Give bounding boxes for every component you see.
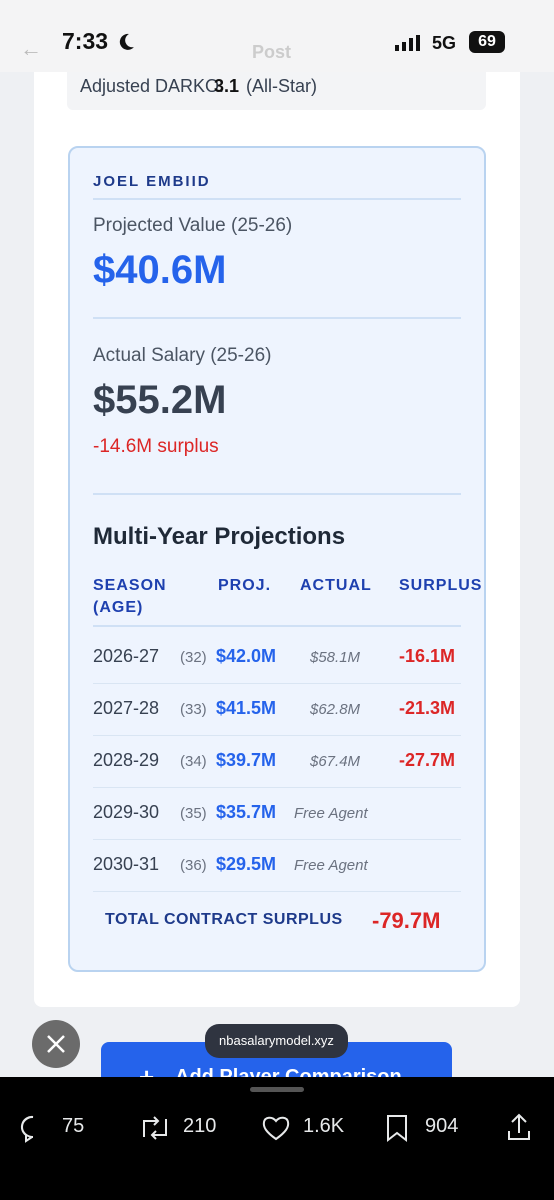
player-name: JOEL EMBIID bbox=[93, 173, 211, 190]
column-header: SURPLUS bbox=[399, 577, 483, 594]
projected-value: $40.6M bbox=[93, 248, 227, 292]
bookmark-icon[interactable] bbox=[384, 1113, 412, 1143]
column-header: ACTUAL bbox=[300, 577, 372, 594]
darko-value: 3.1 bbox=[214, 76, 240, 96]
column-header: PROJ. bbox=[218, 577, 272, 594]
age: (34) bbox=[180, 753, 207, 770]
actual: $58.1M bbox=[310, 649, 361, 666]
row-divider bbox=[93, 787, 461, 788]
close-button[interactable] bbox=[32, 1020, 80, 1068]
grabber bbox=[250, 1087, 304, 1092]
url-tooltip: nbasalarymodel.xyz bbox=[205, 1024, 348, 1058]
projected: $35.7M bbox=[216, 802, 277, 822]
divider bbox=[93, 317, 461, 319]
back-arrow[interactable]: ← bbox=[20, 36, 42, 61]
darko-box: Adjusted DARKO: 3.1 (All-Star) bbox=[67, 66, 486, 110]
reply-count: 75 bbox=[62, 1115, 85, 1137]
darko-note: (All-Star) bbox=[246, 76, 317, 96]
reply-icon[interactable] bbox=[18, 1113, 48, 1143]
surplus: -21.3M bbox=[399, 698, 456, 718]
actual: Free Agent bbox=[294, 857, 368, 874]
surplus: -16.1M bbox=[399, 646, 456, 666]
season: 2029-30 bbox=[93, 802, 160, 822]
season: 2028-29 bbox=[93, 750, 160, 770]
row-divider bbox=[93, 735, 461, 736]
row-divider bbox=[93, 891, 461, 892]
actual: $67.4M bbox=[310, 753, 361, 770]
actual-label: Actual Salary (25-26) bbox=[93, 345, 272, 366]
season: 2027-28 bbox=[93, 698, 160, 718]
projected: $29.5M bbox=[216, 854, 277, 874]
moon-icon bbox=[119, 33, 134, 50]
close-icon bbox=[47, 1035, 65, 1053]
total-value: -79.7M bbox=[372, 908, 441, 933]
projections-title: Multi-Year Projections bbox=[93, 523, 346, 550]
divider bbox=[93, 625, 461, 627]
signal-icon bbox=[395, 35, 420, 51]
surplus: -27.7M bbox=[399, 750, 456, 770]
age: (33) bbox=[180, 701, 207, 718]
action-bar: 75 210 1.6K 904 bbox=[0, 1077, 554, 1200]
season: 2026-27 bbox=[93, 646, 160, 666]
top-bar: 7:33 5G 69 ← Post bbox=[0, 0, 554, 72]
season: 2030-31 bbox=[93, 854, 160, 874]
bookmark-count: 904 bbox=[425, 1115, 459, 1137]
surplus-note: -14.6M surplus bbox=[93, 436, 219, 457]
like-icon[interactable] bbox=[260, 1113, 292, 1143]
row-divider bbox=[93, 839, 461, 840]
header-title: Post bbox=[252, 42, 292, 62]
repost-icon[interactable] bbox=[138, 1113, 172, 1143]
player-box bbox=[68, 146, 486, 972]
divider bbox=[93, 198, 461, 200]
actual-value: $55.2M bbox=[93, 378, 227, 422]
total-label: TOTAL CONTRACT SURPLUS bbox=[105, 911, 343, 928]
row-divider bbox=[93, 683, 461, 684]
projected-label: Projected Value (25-26) bbox=[93, 215, 293, 236]
age: (35) bbox=[180, 805, 207, 822]
like-count: 1.6K bbox=[303, 1115, 345, 1137]
network: 5G bbox=[432, 33, 457, 53]
projected: $39.7M bbox=[216, 750, 277, 770]
actual: Free Agent bbox=[294, 805, 368, 822]
age: (32) bbox=[180, 649, 207, 666]
repost-count: 210 bbox=[183, 1115, 217, 1137]
battery: 69 bbox=[469, 31, 505, 53]
actual: $62.8M bbox=[310, 701, 361, 718]
column-header: SEASON (AGE) bbox=[93, 577, 167, 616]
darko-label: Adjusted DARKO: bbox=[80, 76, 225, 96]
projected: $42.0M bbox=[216, 646, 277, 666]
time: 7:33 bbox=[62, 28, 109, 54]
divider bbox=[93, 493, 461, 495]
projected: $41.5M bbox=[216, 698, 277, 718]
share-icon[interactable] bbox=[505, 1111, 533, 1143]
age: (36) bbox=[180, 857, 207, 874]
